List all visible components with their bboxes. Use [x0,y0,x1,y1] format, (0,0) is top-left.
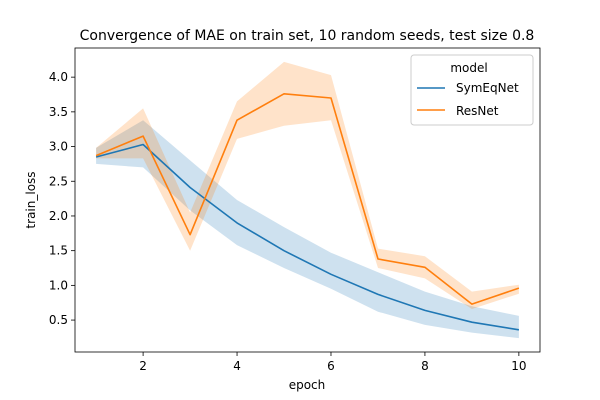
x-axis-ticks: 2 4 6 8 10 [139,352,527,373]
x-tick-label: 6 [327,359,335,373]
y-tick-label: 4.0 [49,70,68,84]
legend-label-resnet: ResNet [456,104,499,118]
band-symeqnet [96,120,519,339]
x-tick-label: 4 [233,359,241,373]
y-tick-label: 2.5 [49,174,68,188]
line-resnet [95,93,520,305]
x-tick-label: 10 [511,359,526,373]
y-tick-label: 3.0 [49,140,68,154]
legend-frame [410,54,534,126]
y-tick-label: 2.0 [49,209,68,223]
series-lines [95,93,520,331]
legend-label-symeqnet: SymEqNet [456,81,519,95]
x-tick-label: 2 [139,359,147,373]
y-tick-label: 3.5 [49,105,68,119]
line-symeqnet [95,143,520,331]
band-resnet [96,61,519,310]
y-tick-label: 0.5 [49,313,68,327]
y-tick-label: 1.0 [49,278,68,292]
legend-title: model [450,61,487,75]
x-axis-label: epoch [289,378,326,392]
plot-frame [74,47,541,353]
confidence-bands [96,61,519,339]
y-axis-ticks: 0.5 1.0 1.5 2.0 2.5 3.0 3.5 4.0 [49,70,75,327]
chart-title: Convergence of MAE on train set, 10 rand… [80,28,535,44]
x-tick-label: 8 [421,359,429,373]
y-tick-label: 1.5 [49,244,68,258]
legend: model SymEqNet ResNet [410,54,534,126]
y-axis-label: train_loss [24,171,38,228]
